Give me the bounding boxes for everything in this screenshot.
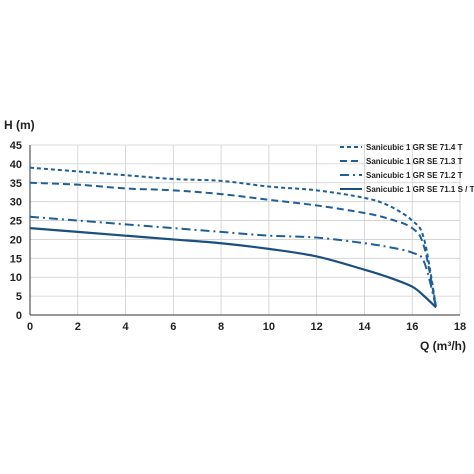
- y-axis-title: H (m): [4, 118, 35, 132]
- x-tick-label: 14: [358, 321, 371, 333]
- y-tick-label: 10: [10, 272, 22, 284]
- x-tick-label: 18: [454, 321, 466, 333]
- y-tick-label: 15: [10, 253, 22, 265]
- x-tick-label: 6: [170, 321, 176, 333]
- x-tick-label: 4: [122, 321, 129, 333]
- x-tick-label: 8: [218, 321, 224, 333]
- y-tick-label: 20: [10, 234, 22, 246]
- series-line-1: [29, 166, 438, 308]
- axes-layer: 0 2 4 6 8 10 12 14 16 18 0 5 10 15 20 25 30 35 40 45: [10, 140, 466, 333]
- series-line-2: [29, 181, 438, 308]
- legend: Sanicubic 1 GR SE 71.4 T Sanicubic 1 GR S…: [340, 143, 474, 194]
- x-tick-label: 0: [27, 321, 33, 333]
- y-tick-label: 25: [10, 216, 22, 228]
- y-tick-label: 45: [10, 140, 22, 152]
- series-line-3: [29, 215, 438, 308]
- legend-label: Sanicubic 1 GR SE 71.1 S / T: [366, 185, 474, 194]
- x-axis-title: Q (m³/h): [420, 339, 466, 353]
- legend-label: Sanicubic 1 GR SE 71.3 T: [366, 157, 463, 166]
- x-tick-label: 16: [406, 321, 418, 333]
- y-tick-label: 30: [10, 197, 22, 209]
- series-layer: [29, 166, 438, 309]
- x-tick-label: 10: [263, 321, 275, 333]
- series-line-4: [29, 227, 437, 309]
- y-tick-label: 35: [10, 178, 22, 190]
- legend-label: Sanicubic 1 GR SE 71.2 T: [366, 171, 463, 180]
- y-tick-label: 40: [10, 159, 22, 171]
- y-tick-label: 0: [16, 310, 22, 322]
- x-tick-label: 2: [75, 321, 81, 333]
- x-tick-label: 12: [311, 321, 323, 333]
- y-tick-label: 5: [16, 291, 22, 303]
- legend-label: Sanicubic 1 GR SE 71.4 T: [366, 143, 463, 152]
